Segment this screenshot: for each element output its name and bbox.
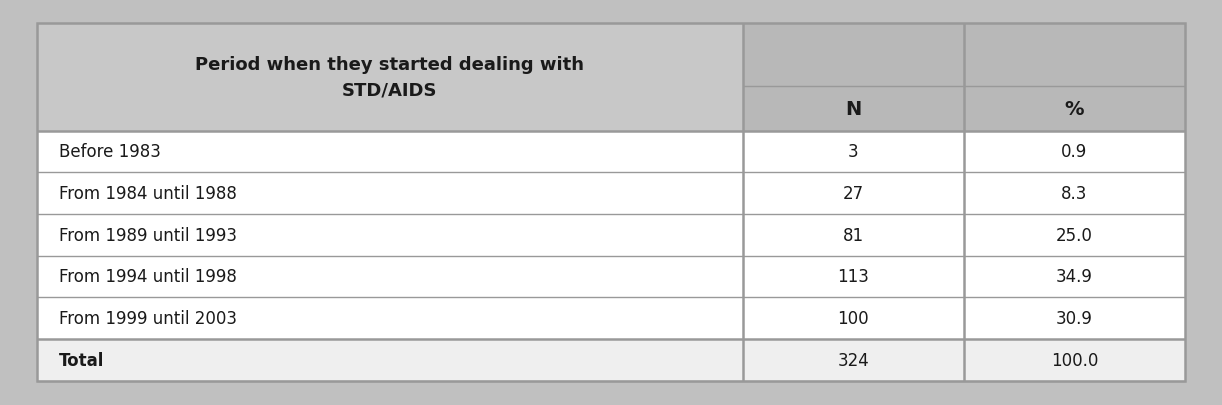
Bar (37, 339, 1185, 381)
Text: Period when they started dealing with
STD/AIDS: Period when they started dealing with ST… (196, 56, 584, 99)
Text: 81: 81 (843, 226, 864, 244)
Text: 100: 100 (837, 309, 869, 327)
Bar (37, 24, 743, 131)
Text: 34.9: 34.9 (1056, 268, 1092, 286)
Text: 100.0: 100.0 (1051, 351, 1099, 369)
Text: 3: 3 (848, 143, 859, 161)
Text: 0.9: 0.9 (1062, 143, 1088, 161)
Text: 25.0: 25.0 (1056, 226, 1092, 244)
Text: 324: 324 (837, 351, 869, 369)
Bar (37, 24, 1185, 381)
Text: 30.9: 30.9 (1056, 309, 1092, 327)
Text: From 1994 until 1998: From 1994 until 1998 (59, 268, 237, 286)
Text: From 1989 until 1993: From 1989 until 1993 (59, 226, 237, 244)
Bar (743, 24, 964, 131)
Text: From 1984 until 1988: From 1984 until 1988 (59, 185, 237, 202)
Text: %: % (1064, 99, 1084, 118)
Text: Total: Total (59, 351, 104, 369)
Text: N: N (846, 99, 862, 118)
Text: 8.3: 8.3 (1061, 185, 1088, 202)
Bar (37, 131, 1185, 381)
Text: 27: 27 (843, 185, 864, 202)
Text: 113: 113 (837, 268, 869, 286)
Text: From 1999 until 2003: From 1999 until 2003 (59, 309, 237, 327)
Bar (964, 24, 1185, 131)
Text: Before 1983: Before 1983 (59, 143, 160, 161)
